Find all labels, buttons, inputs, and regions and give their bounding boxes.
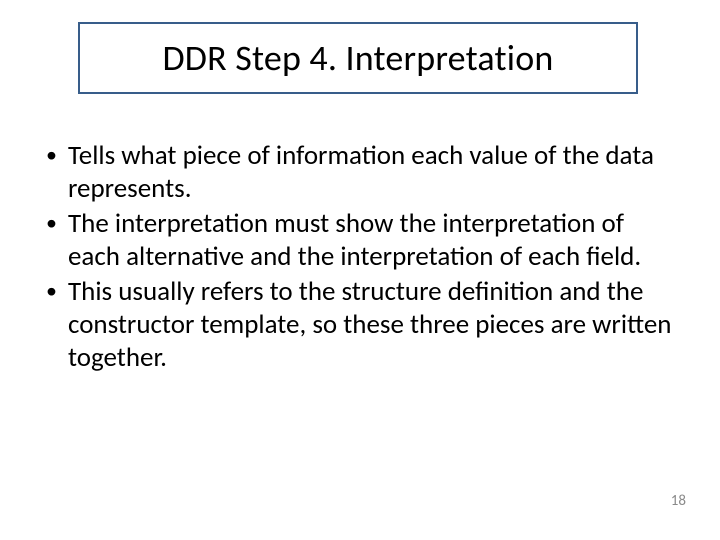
list-item: This usually refers to the structure def… [40, 276, 680, 375]
list-item: Tells what piece of information each val… [40, 140, 680, 206]
page-number: 18 [671, 492, 686, 510]
bullet-list: Tells what piece of information each val… [40, 140, 680, 377]
slide-title: DDR Step 4. Interpretation [100, 36, 616, 80]
list-item: The interpretation must show the interpr… [40, 208, 680, 274]
slide-title-box: DDR Step 4. Interpretation [78, 22, 638, 94]
